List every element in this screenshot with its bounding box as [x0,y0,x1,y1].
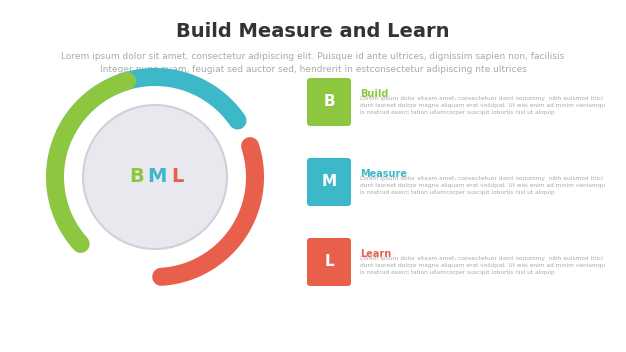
Circle shape [83,105,227,249]
FancyBboxPatch shape [307,78,351,126]
Text: L: L [324,254,334,270]
Text: Lorem ipsum dolor sitaam amet, consectetuer dami nonummy  nibh euismod tinci
dun: Lorem ipsum dolor sitaam amet, consectet… [360,176,605,195]
Text: Build Measure and Learn: Build Measure and Learn [177,22,449,41]
Text: B: B [323,94,335,109]
Text: Lorem ipsum dolor sit amet, consectetur adipiscing elit. Puisque id ante ultrice: Lorem ipsum dolor sit amet, consectetur … [61,52,565,74]
Text: Build: Build [360,89,388,99]
Text: B: B [130,168,145,187]
Text: Lorem ipsum dolor sitaam amet, consectetuer dami nonummy  nibh euismod tinci
dun: Lorem ipsum dolor sitaam amet, consectet… [360,256,605,275]
Text: Learn: Learn [360,249,391,259]
FancyBboxPatch shape [307,158,351,206]
Text: M: M [321,175,337,189]
Text: Lorem ipsum dolor sitaam amet, consectetuer dami nonummy  nibh euismod tinci
dun: Lorem ipsum dolor sitaam amet, consectet… [360,96,605,115]
Text: L: L [171,168,183,187]
Text: Measure: Measure [360,169,407,179]
Text: M: M [147,168,167,187]
FancyBboxPatch shape [307,238,351,286]
